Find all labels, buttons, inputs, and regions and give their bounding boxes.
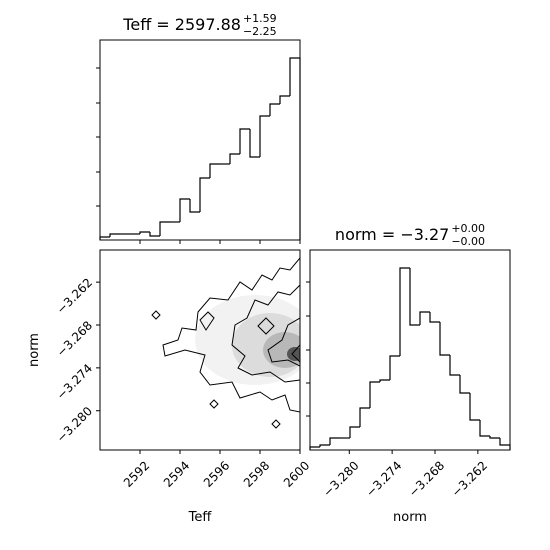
hist-step bbox=[429, 312, 440, 323]
hist-step bbox=[369, 381, 380, 408]
hist-step bbox=[469, 393, 480, 421]
title-text: norm = −3.27 bbox=[335, 225, 449, 244]
title-upper: +1.59 bbox=[243, 12, 277, 25]
title-lower: −2.25 bbox=[243, 25, 277, 38]
x-tick-label: 2596 bbox=[201, 458, 232, 489]
hist-step bbox=[349, 426, 360, 438]
x-tick-label: 2598 bbox=[241, 458, 272, 489]
hist-step bbox=[389, 355, 400, 380]
hist-step bbox=[179, 198, 190, 222]
title-text: Teff = 2597.88 bbox=[122, 15, 241, 34]
axes-frame bbox=[99, 39, 301, 241]
hist-step bbox=[399, 267, 410, 356]
y-tick-label: −3.274 bbox=[54, 361, 95, 402]
title: Teff = 2597.88 +1.59−2.25 bbox=[122, 12, 276, 38]
hist-step bbox=[439, 322, 450, 356]
hist-step bbox=[259, 115, 270, 157]
title-lower: −0.00 bbox=[451, 235, 485, 248]
hist-step bbox=[109, 233, 120, 237]
hist-step bbox=[289, 57, 301, 240]
y-tick-label: −3.280 bbox=[54, 404, 95, 445]
title-upper: +0.00 bbox=[451, 222, 485, 235]
x-tick-label: −3.268 bbox=[406, 458, 447, 499]
hist-step bbox=[459, 375, 470, 394]
hist-step bbox=[239, 128, 250, 154]
hist-step bbox=[279, 95, 290, 104]
hist-step bbox=[159, 221, 170, 236]
hist-step bbox=[409, 268, 420, 326]
hist-step bbox=[379, 379, 390, 382]
x-tick-label: 2600 bbox=[281, 458, 312, 489]
hist-step bbox=[319, 444, 330, 447]
hist-step bbox=[359, 407, 370, 427]
x-tick-label: −3.274 bbox=[363, 458, 404, 499]
hist-step bbox=[249, 129, 260, 158]
hist-step bbox=[419, 311, 430, 325]
hist-step bbox=[489, 436, 500, 439]
hist-step bbox=[499, 438, 511, 450]
hist-step bbox=[149, 232, 160, 237]
y-tick-label: −3.262 bbox=[54, 275, 95, 316]
title: norm = −3.27 +0.00−0.00 bbox=[335, 222, 485, 248]
x-tick-label: −3.262 bbox=[449, 458, 490, 499]
x-axis-label: norm bbox=[393, 510, 427, 525]
hist-step bbox=[329, 437, 340, 445]
y-tick-label: −3.268 bbox=[54, 318, 95, 359]
hist-step bbox=[449, 355, 460, 376]
hist-step bbox=[199, 177, 210, 212]
density bbox=[151, 257, 300, 429]
hist-step bbox=[209, 163, 220, 178]
hist-step bbox=[479, 420, 490, 437]
axes-frame bbox=[99, 249, 301, 451]
hist-step bbox=[229, 153, 240, 164]
hist-step bbox=[139, 231, 150, 234]
x-axis-label: Teff bbox=[188, 510, 213, 525]
hist-step bbox=[189, 199, 200, 213]
x-tick-label: 2592 bbox=[121, 458, 152, 489]
hist-step bbox=[269, 103, 280, 116]
x-tick-label: −3.280 bbox=[320, 458, 361, 499]
y-axis-label: norm bbox=[27, 333, 42, 367]
x-tick-label: 2594 bbox=[161, 458, 192, 489]
